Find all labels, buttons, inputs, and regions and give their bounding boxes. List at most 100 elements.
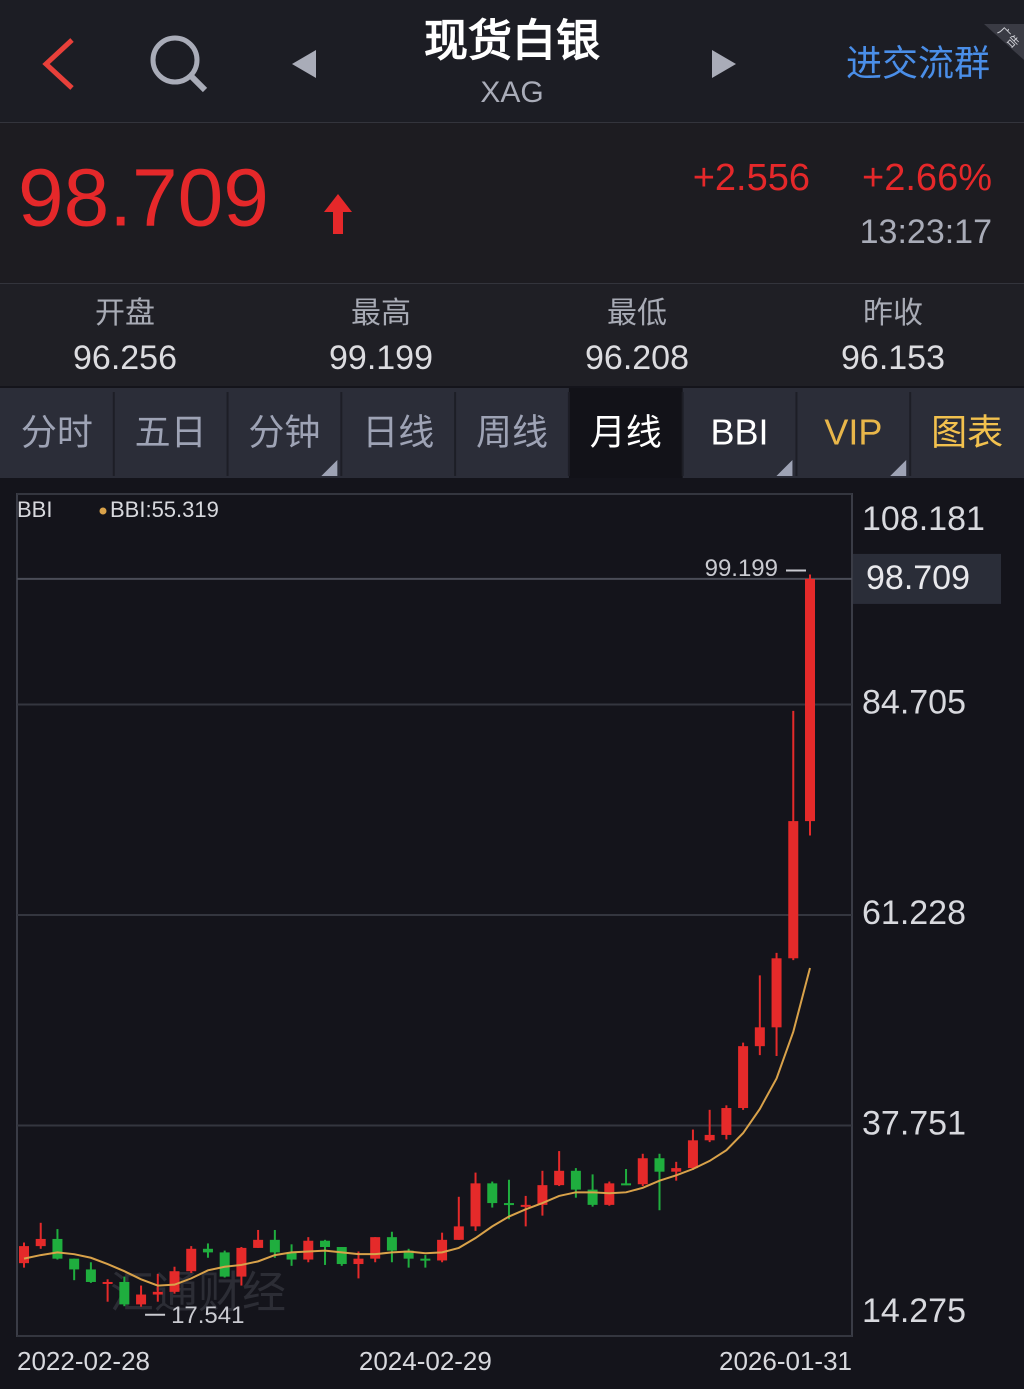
- stat-label: 开盘: [95, 297, 155, 330]
- y-tick-label: 84.705: [862, 683, 966, 721]
- candle-body: [320, 1240, 331, 1248]
- candle-body: [52, 1238, 63, 1259]
- tab[interactable]: 五日: [112, 392, 207, 476]
- high-label: 99.199: [705, 555, 778, 582]
- candle-body: [286, 1252, 297, 1260]
- candle-body: [202, 1248, 213, 1253]
- indicator-value: BBI:55.319: [110, 497, 219, 522]
- tab-corner: [321, 460, 338, 476]
- candle-body: [805, 578, 815, 822]
- candle-body: [303, 1240, 314, 1260]
- candle-body: [687, 1140, 698, 1169]
- candle-body: [520, 1204, 531, 1207]
- candle-body: [704, 1134, 715, 1141]
- tab-selected-bg: [568, 388, 683, 478]
- candle-body: [119, 1281, 130, 1305]
- title: 现货白银: [424, 17, 600, 66]
- x-tick-label: 2026-01-31: [719, 1346, 852, 1376]
- candle-body: [35, 1238, 46, 1247]
- tab[interactable]: 图表: [909, 392, 1003, 476]
- chart: 108.181 84.705 61.228 37.751 14.275 2022-02-2…: [16, 493, 1001, 1376]
- legend-dot: [99, 507, 107, 515]
- stats: 开盘 96.256 最高 99.199 最低 96.208 昨收 96.153: [73, 297, 945, 377]
- search-icon: [188, 73, 208, 93]
- candle-body: [754, 1027, 765, 1047]
- tab[interactable]: 日线: [340, 392, 434, 476]
- candle-body: [69, 1258, 80, 1270]
- candle-body: [671, 1168, 682, 1172]
- tab-label: 分时: [21, 412, 93, 453]
- tab[interactable]: 分时: [21, 412, 93, 453]
- candle-body: [186, 1248, 197, 1272]
- tabs: 分时 五日 分钟 日线 周线 月线 BBI VIP 图表: [21, 388, 1003, 478]
- candle-body: [570, 1170, 581, 1190]
- tab-label: 月线: [590, 412, 662, 453]
- x-tick-label: 2022-02-28: [17, 1346, 150, 1376]
- tab-label: 分钟: [248, 412, 320, 453]
- candle-body: [336, 1247, 347, 1265]
- candle-body: [219, 1252, 230, 1277]
- stat-value: 96.208: [585, 339, 689, 377]
- quote-panel: [0, 123, 1024, 283]
- top-bar: [0, 0, 1024, 122]
- y-tick-label: 14.275: [862, 1292, 966, 1330]
- tab[interactable]: BBI: [681, 392, 793, 476]
- price-tag-label: 98.709: [866, 559, 970, 597]
- change: +2.556: [693, 157, 810, 199]
- back-button[interactable]: [42, 38, 74, 90]
- low-label: 17.541: [171, 1302, 244, 1329]
- indicator-name: BBI: [17, 497, 52, 522]
- tab[interactable]: VIP: [795, 392, 907, 476]
- candle-body: [637, 1158, 648, 1185]
- candle-body: [554, 1170, 565, 1186]
- tab-label: 周线: [476, 412, 548, 453]
- search-button[interactable]: [150, 35, 208, 93]
- up-arrow: [324, 194, 352, 234]
- candle-body: [503, 1203, 514, 1206]
- candle-body: [420, 1258, 431, 1261]
- candle-body: [370, 1237, 381, 1259]
- stat-label: 最低: [607, 297, 667, 330]
- candle-body: [621, 1183, 632, 1186]
- x-tick-label: 2024-02-29: [359, 1346, 492, 1376]
- search-icon: [150, 35, 200, 85]
- prev-button[interactable]: [292, 50, 316, 78]
- stat-value: 96.153: [841, 339, 945, 377]
- stat-label: 昨收: [863, 297, 923, 330]
- candle-body: [269, 1239, 280, 1253]
- tab-corner: [776, 460, 793, 476]
- price: 98.709: [18, 153, 269, 244]
- time: 13:23:17: [860, 213, 992, 251]
- candle-body: [19, 1246, 29, 1264]
- tab-label: VIP: [824, 412, 882, 453]
- candle-body: [236, 1247, 247, 1277]
- stat-label: 最高: [351, 297, 411, 330]
- tab-corner: [890, 460, 907, 476]
- candle-body: [353, 1258, 364, 1265]
- candle-body: [169, 1271, 180, 1292]
- ad-corner: [984, 24, 1024, 60]
- candle-body: [136, 1294, 147, 1305]
- candle-body: [403, 1250, 414, 1259]
- group-link[interactable]: 进交流群: [846, 43, 990, 84]
- watermark: 汇通财经: [110, 1269, 286, 1318]
- tab[interactable]: 周线: [454, 392, 548, 476]
- candle-body: [537, 1185, 548, 1205]
- next-button[interactable]: [712, 50, 736, 78]
- tab-label: 图表: [931, 412, 1003, 453]
- candle-body: [386, 1237, 397, 1251]
- change-pct: +2.66%: [862, 157, 992, 199]
- candle-body: [253, 1239, 264, 1248]
- candle-body: [788, 821, 799, 959]
- candle-body: [654, 1158, 665, 1172]
- candle-body: [771, 958, 782, 1028]
- candle-body: [721, 1108, 732, 1135]
- tab[interactable]: 分钟: [226, 392, 338, 476]
- chart-area: [0, 480, 1024, 1389]
- subtitle: XAG: [480, 76, 543, 109]
- tab[interactable]: 月线: [567, 388, 683, 478]
- tab-label: 五日: [135, 412, 207, 453]
- y-tick-label: 108.181: [862, 500, 985, 538]
